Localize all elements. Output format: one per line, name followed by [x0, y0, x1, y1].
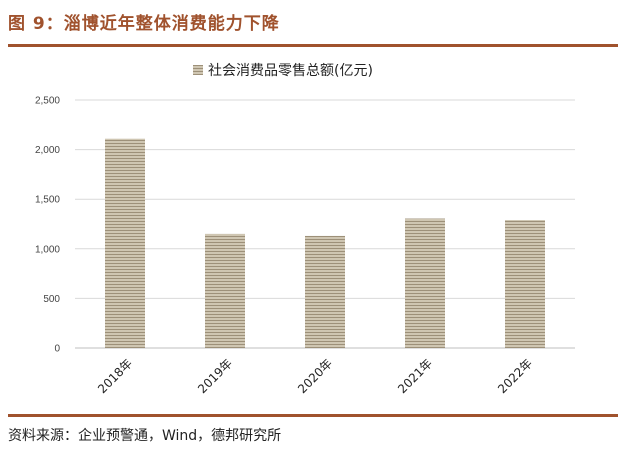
bar	[505, 220, 545, 348]
bottom-divider	[8, 414, 618, 417]
y-tick-label: 2,500	[35, 96, 60, 107]
bars	[105, 138, 545, 348]
y-tick-label: 1,500	[35, 195, 60, 206]
y-tick-label: 1,000	[35, 244, 60, 255]
y-tick-label: 500	[43, 294, 60, 305]
top-divider	[8, 44, 618, 47]
x-tick-label: 2020年	[295, 356, 335, 396]
legend: 社会消费品零售总额(亿元)	[193, 63, 373, 79]
y-tick-label: 0	[54, 344, 60, 355]
legend-swatch	[193, 65, 203, 75]
y-tick-label: 2,000	[35, 145, 60, 156]
x-tick-label: 2018年	[95, 356, 135, 396]
figure-title: 图 9：淄博近年整体消费能力下降	[8, 14, 280, 34]
bar	[205, 233, 245, 348]
x-tick-label: 2019年	[195, 356, 235, 396]
bar	[305, 235, 345, 348]
legend-label: 社会消费品零售总额(亿元)	[208, 63, 373, 79]
source-note: 资料来源：企业预警通，Wind，德邦研究所	[8, 428, 282, 444]
x-tick-label: 2021年	[395, 356, 435, 396]
x-tick-label: 2022年	[495, 356, 535, 396]
bar-chart: 社会消费品零售总额(亿元) 0 500 1,000 1,500 2,000 2,500 2…	[35, 63, 575, 396]
y-axis: 0 500 1,000 1,500 2,000 2,500	[35, 96, 60, 355]
x-axis: 2018年 2019年 2020年 2021年 2022年	[95, 356, 535, 396]
bar	[105, 138, 145, 348]
bar	[405, 218, 445, 348]
